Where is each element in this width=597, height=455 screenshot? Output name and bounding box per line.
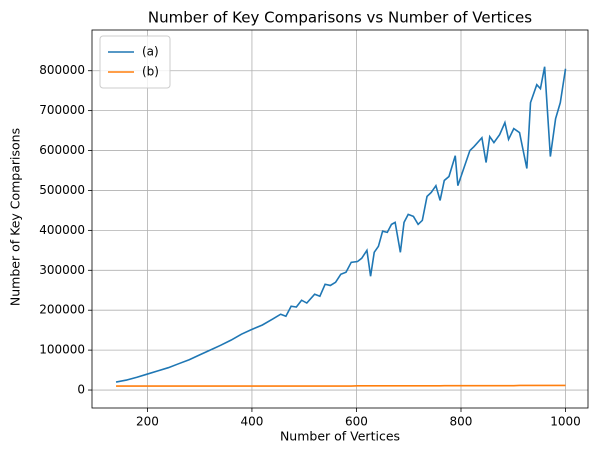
legend: (a) (b)	[99, 35, 171, 89]
x-tick-label: 600	[345, 415, 368, 429]
line-series	[116, 384, 566, 387]
chart-title: Number of Key Comparisons vs Number of V…	[148, 9, 532, 27]
x-axis-label: Number of Vertices	[280, 429, 400, 444]
y-tick-label: 100000	[39, 343, 85, 357]
x-tick-label: 400	[240, 415, 263, 429]
x-tick-label: 1000	[550, 415, 581, 429]
plot-frame	[91, 29, 589, 409]
line-series	[115, 66, 567, 383]
legend-box	[99, 35, 171, 89]
x-tick-label: 800	[450, 415, 473, 429]
y-tick-label: 200000	[39, 303, 85, 317]
y-tick-label: 600000	[39, 143, 85, 157]
y-tick-label: 0	[77, 383, 85, 397]
y-tick-label: 400000	[39, 223, 85, 237]
legend-label: (b)	[142, 65, 159, 79]
y-tick-label: 700000	[39, 103, 85, 117]
y-axis-label: Number of Key Comparisons	[8, 128, 23, 306]
x-tick-label: 200	[136, 415, 159, 429]
y-tick-label: 300000	[39, 263, 85, 277]
legend-label: (a)	[142, 45, 159, 59]
y-tick-label: 800000	[39, 63, 85, 77]
y-tick-label: 500000	[39, 183, 85, 197]
